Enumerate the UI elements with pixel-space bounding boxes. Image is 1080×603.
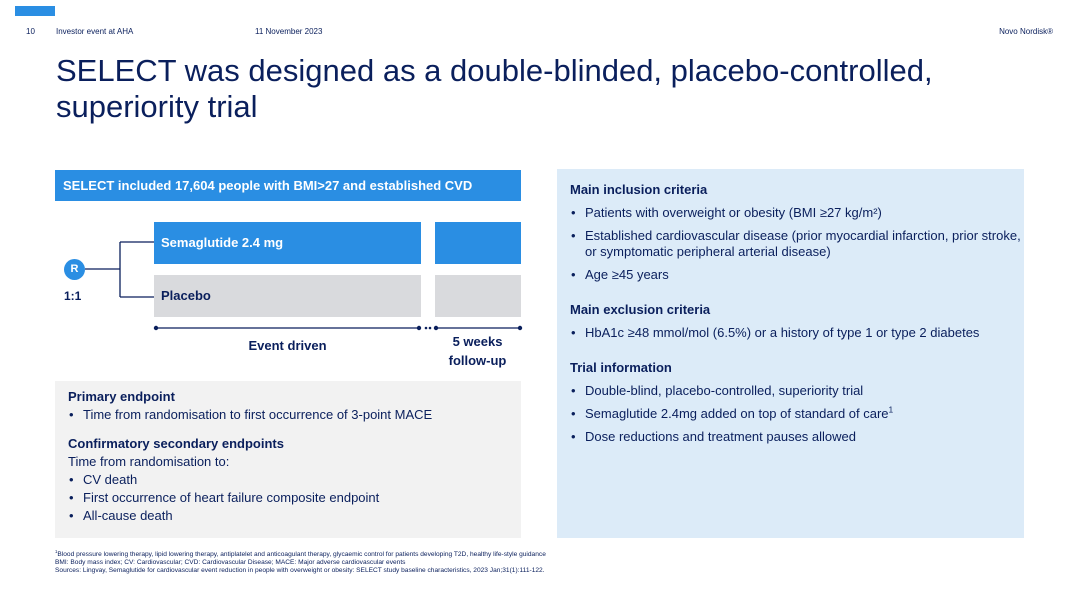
footnotes: 1Blood pressure lowering therapy, lipid … xyxy=(55,548,546,574)
timeline-dot xyxy=(153,325,159,331)
trial-size-banner: SELECT included 17,604 people with BMI>2… xyxy=(55,170,521,201)
inclusion-list: Patients with overweight or obesity (BMI… xyxy=(570,205,1024,283)
list-item: HbA1c ≥48 mmol/mol (6.5%) or a history o… xyxy=(570,325,1024,341)
randomisation-connector xyxy=(85,241,523,331)
list-item: Dose reductions and treatment pauses all… xyxy=(570,429,1024,445)
secondary-endpoint-list: CV death First occurrence of heart failu… xyxy=(68,471,521,525)
timeline-dot xyxy=(433,325,439,331)
inclusion-heading: Main inclusion criteria xyxy=(570,182,708,197)
footnote-marker: 1 xyxy=(55,548,58,554)
page-title: SELECT was designed as a double-blinded,… xyxy=(56,53,933,124)
list-item: Established cardiovascular disease (prio… xyxy=(570,228,1024,260)
criteria-panel: Main inclusion criteria Patients with ov… xyxy=(557,169,1024,538)
timeline-dot xyxy=(416,325,422,331)
list-item: Patients with overweight or obesity (BMI… xyxy=(570,205,1024,221)
primary-endpoint-list: Time from randomisation to first occurre… xyxy=(68,406,521,424)
secondary-endpoints-heading: Confirmatory secondary endpoints xyxy=(68,436,284,451)
list-item: Time from randomisation to first occurre… xyxy=(68,406,521,424)
allocation-ratio: 1:1 xyxy=(64,289,82,303)
semaglutide-arm: Semaglutide 2.4 mg xyxy=(154,222,421,264)
endpoints-panel: Primary endpoint Time from randomisation… xyxy=(55,381,521,538)
followup-label-line2: follow-up xyxy=(448,353,507,368)
list-item: First occurrence of heart failure compos… xyxy=(68,489,521,507)
footnote-line: 1Blood pressure lowering therapy, lipid … xyxy=(55,548,546,559)
sources-line: Sources: Lingvay, Semaglutide for cardio… xyxy=(55,566,545,574)
placebo-followup-block xyxy=(435,275,521,317)
footnote-text: Blood pressure lowering therapy, lipid l… xyxy=(57,551,546,558)
list-item: All-cause death xyxy=(68,507,521,525)
footnote-marker: 1 xyxy=(888,404,894,415)
semaglutide-followup-block xyxy=(435,222,521,264)
page-number: 10 xyxy=(26,27,35,36)
exclusion-heading: Main exclusion criteria xyxy=(570,302,711,317)
brand-name: Novo Nordisk® xyxy=(999,27,1053,36)
trial-info-heading: Trial information xyxy=(570,360,672,375)
timeline-dot xyxy=(428,326,432,330)
placebo-arm: Placebo xyxy=(154,275,421,317)
timeline-dot xyxy=(424,326,428,330)
list-item: Semaglutide 2.4mg added on top of standa… xyxy=(570,404,1024,422)
list-item: CV death xyxy=(68,471,521,489)
list-item: Age ≥45 years xyxy=(570,267,1024,283)
event-driven-label: Event driven xyxy=(248,338,327,353)
event-name: Investor event at AHA xyxy=(56,27,134,36)
followup-label-line1: 5 weeks xyxy=(452,334,503,349)
list-item-text: Semaglutide 2.4mg added on top of standa… xyxy=(585,406,889,421)
primary-endpoint-heading: Primary endpoint xyxy=(68,389,175,404)
brand-accent-bar xyxy=(15,6,55,16)
abbreviations-line: BMI: Body mass index; CV: Cardiovascular… xyxy=(55,558,406,566)
trial-info-list: Double-blind, placebo-controlled, superi… xyxy=(570,383,1024,445)
list-item: Double-blind, placebo-controlled, superi… xyxy=(570,383,1024,399)
secondary-endpoints-intro: Time from randomisation to: xyxy=(68,454,230,469)
timeline-dot xyxy=(517,325,523,331)
exclusion-list: HbA1c ≥48 mmol/mol (6.5%) or a history o… xyxy=(570,325,1024,341)
event-date: 11 November 2023 xyxy=(255,27,323,36)
followup-label: 5 weeks follow-up xyxy=(430,332,525,370)
randomisation-badge: R xyxy=(64,259,85,280)
